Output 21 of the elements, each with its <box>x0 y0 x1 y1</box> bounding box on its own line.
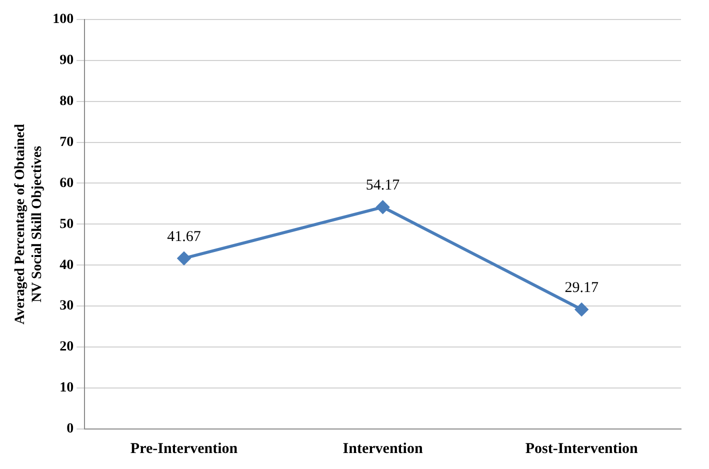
x-tick-label: Post-Intervention <box>525 440 638 457</box>
x-tick-label: Pre-Intervention <box>130 440 238 457</box>
y-tick-label: 10 <box>60 380 74 396</box>
data-label: 29.17 <box>564 280 599 296</box>
y-tick-label: 50 <box>60 216 74 232</box>
y-tick-label: 20 <box>60 340 74 355</box>
y-tick-label: 0 <box>66 422 74 437</box>
y-tick-label: 40 <box>60 258 74 273</box>
point <box>178 252 190 265</box>
y-axis-title: Averaged Percentage of Obtained NV Social Skill Objectives <box>13 124 45 324</box>
data-label: 54.17 <box>366 178 400 194</box>
y-tick-label: 100 <box>52 12 74 28</box>
point <box>575 303 588 316</box>
point <box>376 200 390 214</box>
y-tick-label: 30 <box>60 298 74 314</box>
data-label: 41.67 <box>167 228 202 245</box>
y-tick-label: 90 <box>60 52 74 68</box>
x-tick-label: Intervention <box>342 440 424 457</box>
y-tick-label: 70 <box>60 134 74 150</box>
y-tick-label: 80 <box>60 94 74 109</box>
y-tick-label: 60 <box>60 176 74 191</box>
